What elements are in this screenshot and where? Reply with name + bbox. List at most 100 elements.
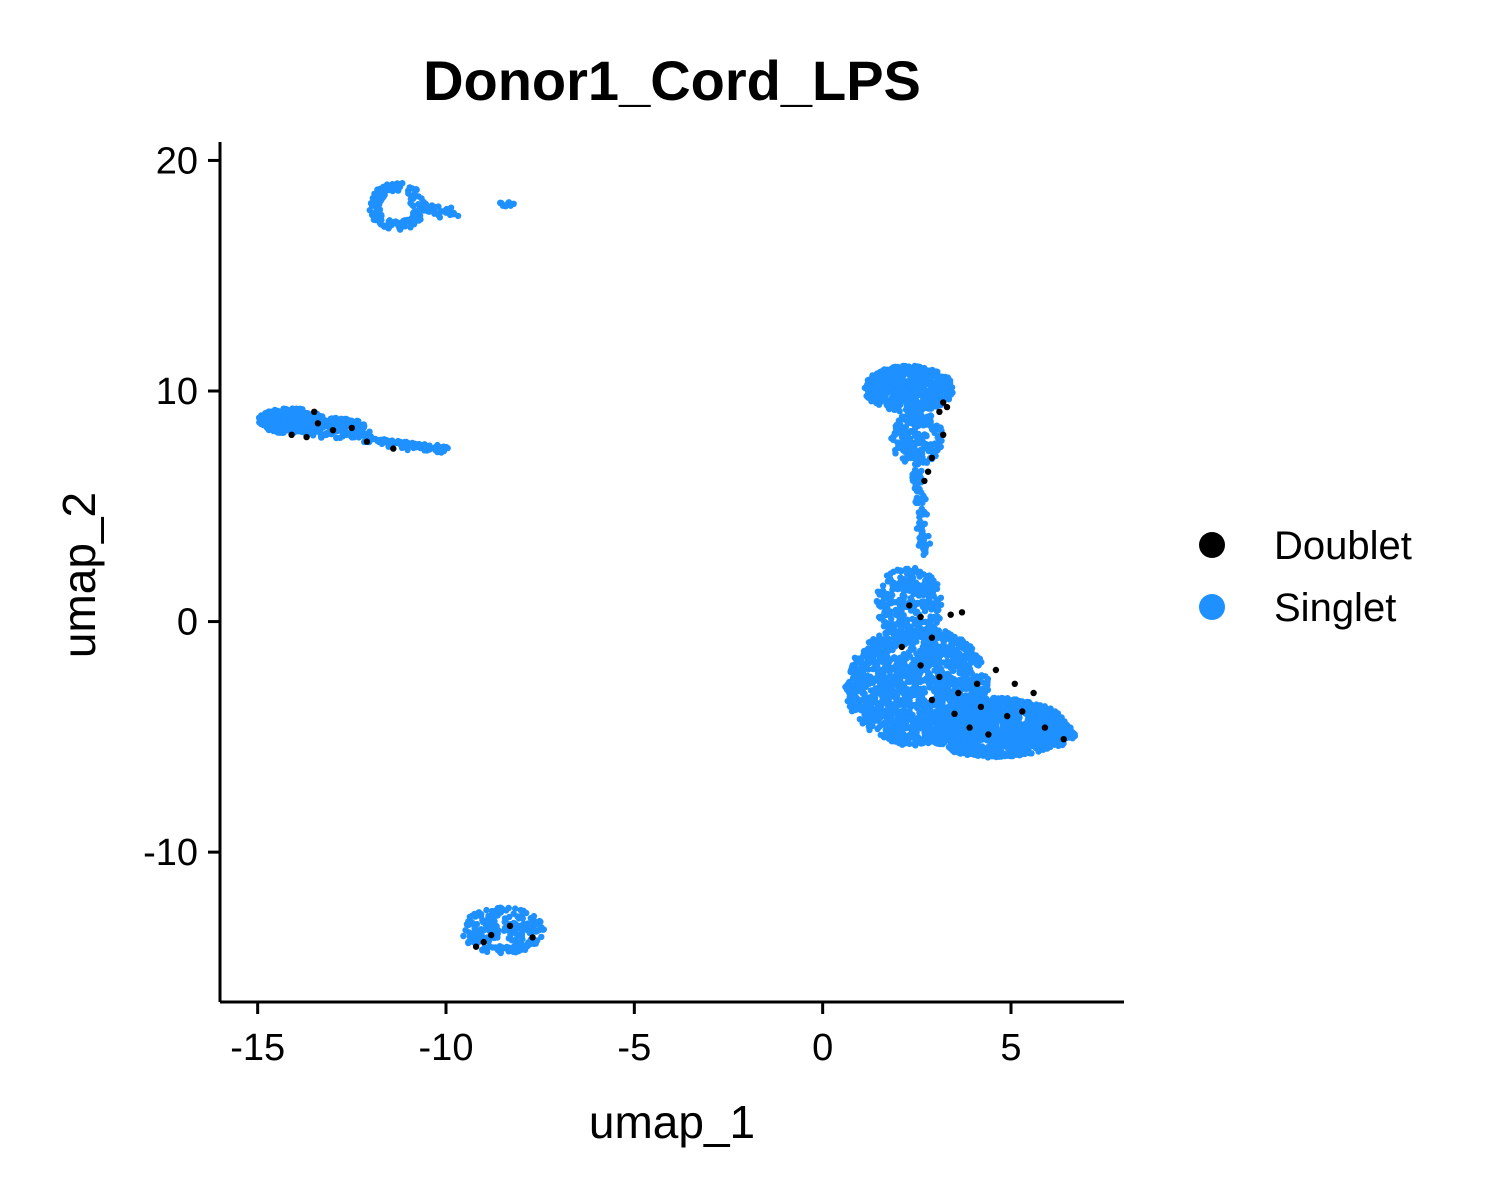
singlet-point xyxy=(913,600,920,608)
singlet-point xyxy=(315,428,323,435)
singlet-point xyxy=(921,581,928,589)
singlet-point xyxy=(861,709,868,716)
x-axis-ticks: -15 -10 -5 0 5 xyxy=(230,1002,1022,1069)
singlet-point xyxy=(956,676,963,684)
singlet-point xyxy=(1034,738,1042,745)
singlet-point xyxy=(863,672,871,679)
singlet-point xyxy=(982,673,989,680)
singlet-point xyxy=(417,216,424,223)
singlet-point xyxy=(898,625,905,632)
singlet-point xyxy=(1006,745,1013,753)
singlet-point xyxy=(499,944,506,951)
singlet-point xyxy=(262,410,269,417)
singlet-point xyxy=(932,709,939,716)
singlet-point xyxy=(922,542,929,550)
singlet-point xyxy=(917,533,925,540)
doublet-point xyxy=(921,477,928,485)
doublet-point xyxy=(390,445,397,452)
singlet-point xyxy=(384,222,392,229)
singlet-point xyxy=(355,434,363,441)
singlet-point xyxy=(994,703,1002,710)
singlet-point xyxy=(893,665,901,672)
singlet-point xyxy=(905,419,912,426)
singlet-point xyxy=(479,917,486,924)
singlet-point xyxy=(912,616,919,624)
singlet-point xyxy=(977,712,984,719)
singlet-point xyxy=(348,417,355,424)
singlet-point xyxy=(910,583,918,590)
singlet-point xyxy=(883,572,891,579)
singlet-point xyxy=(1027,728,1035,736)
singlet-point xyxy=(865,666,872,673)
singlet-point xyxy=(902,433,910,440)
singlet-point xyxy=(907,625,914,632)
doublet-point xyxy=(480,938,487,946)
doublet-point xyxy=(977,703,985,711)
singlet-point xyxy=(918,366,925,373)
singlet-point xyxy=(407,440,414,448)
singlet-point xyxy=(877,722,885,729)
singlet-point xyxy=(914,623,921,630)
singlet-point xyxy=(901,455,908,462)
singlet-point xyxy=(1022,741,1030,748)
singlet-point xyxy=(888,591,895,598)
singlet-point xyxy=(984,697,991,705)
singlet-point xyxy=(988,702,996,709)
singlet-point xyxy=(971,674,978,682)
singlet-point xyxy=(927,381,934,388)
plot-points xyxy=(255,180,1079,957)
doublet-point xyxy=(940,431,947,438)
singlet-point xyxy=(1056,725,1063,732)
singlet-point xyxy=(934,368,941,375)
singlet-point xyxy=(407,224,414,231)
singlet-point xyxy=(340,418,348,425)
singlet-point xyxy=(879,393,886,400)
singlet-point xyxy=(895,739,903,747)
singlet-point xyxy=(898,370,905,378)
singlet-point xyxy=(968,658,975,665)
singlet-point xyxy=(307,419,314,427)
singlet-point xyxy=(892,633,899,640)
chart-title: Donor1_Cord_LPS xyxy=(423,49,921,112)
doublet-point xyxy=(924,468,932,475)
singlet-point xyxy=(530,912,538,920)
singlet-point xyxy=(374,437,381,445)
y-axis-label: umap_2 xyxy=(53,492,105,658)
doublet-point xyxy=(917,613,924,621)
singlet-point xyxy=(421,203,428,210)
singlet-point xyxy=(529,926,537,933)
singlet-point xyxy=(888,693,895,700)
singlet-point xyxy=(919,603,927,611)
singlet-point xyxy=(920,598,927,605)
singlet-point xyxy=(888,387,895,394)
singlet-point xyxy=(887,376,894,384)
singlet-point xyxy=(945,671,952,678)
singlet-point xyxy=(908,438,915,446)
singlet-point xyxy=(982,684,990,691)
singlet-point xyxy=(932,440,939,447)
singlet-point xyxy=(901,447,908,454)
singlet-point xyxy=(919,459,927,466)
doublet-point xyxy=(985,731,992,738)
singlet-point xyxy=(892,393,899,401)
singlet-point xyxy=(505,904,512,912)
singlet-point xyxy=(424,207,431,215)
singlet-point xyxy=(519,915,526,922)
x-tick-label: -15 xyxy=(230,1027,285,1069)
singlet-point xyxy=(908,567,916,575)
legend-label-doublet: Doublet xyxy=(1274,524,1412,568)
singlet-point xyxy=(890,727,897,734)
singlet-point xyxy=(866,718,873,725)
singlet-point xyxy=(885,641,892,649)
singlet-point xyxy=(872,398,880,406)
doublet-point xyxy=(314,420,322,427)
singlet-point xyxy=(913,406,920,413)
singlet-point xyxy=(506,913,513,921)
singlet-point xyxy=(440,443,447,450)
doublet-point xyxy=(951,710,958,717)
singlet-point xyxy=(912,432,919,439)
singlet-point xyxy=(893,655,901,663)
singlet-point xyxy=(865,383,872,391)
singlet-point xyxy=(864,394,872,401)
